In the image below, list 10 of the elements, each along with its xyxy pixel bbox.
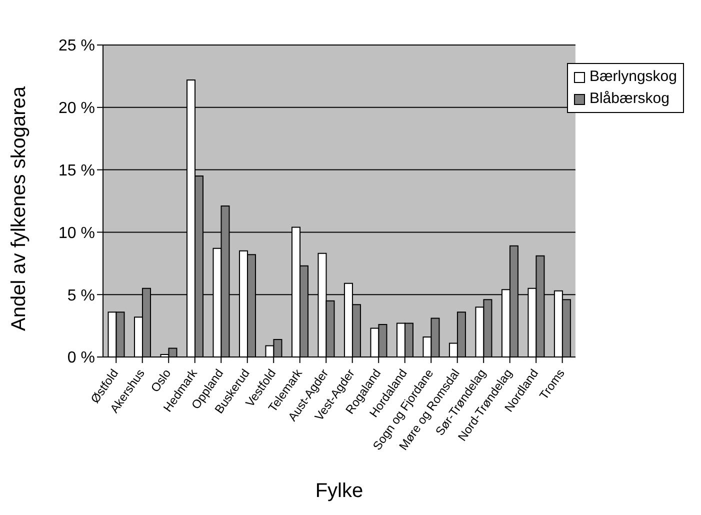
y-tick-label: 5 % [67, 287, 95, 304]
y-tick-label: 10 % [58, 224, 95, 242]
y-tick-label: 25 % [58, 38, 95, 55]
y-tick-label: 20 % [58, 100, 95, 118]
legend-label: Blåbærskog [589, 89, 670, 109]
x-axis-title: Fylke [315, 480, 364, 502]
y-tick-label: 15 % [58, 162, 95, 180]
y-axis-title: Andel av fylkenes skogarea [8, 86, 30, 331]
legend-label: Bærlyngskog [589, 67, 677, 87]
y-tick-label: 0 % [67, 350, 95, 367]
